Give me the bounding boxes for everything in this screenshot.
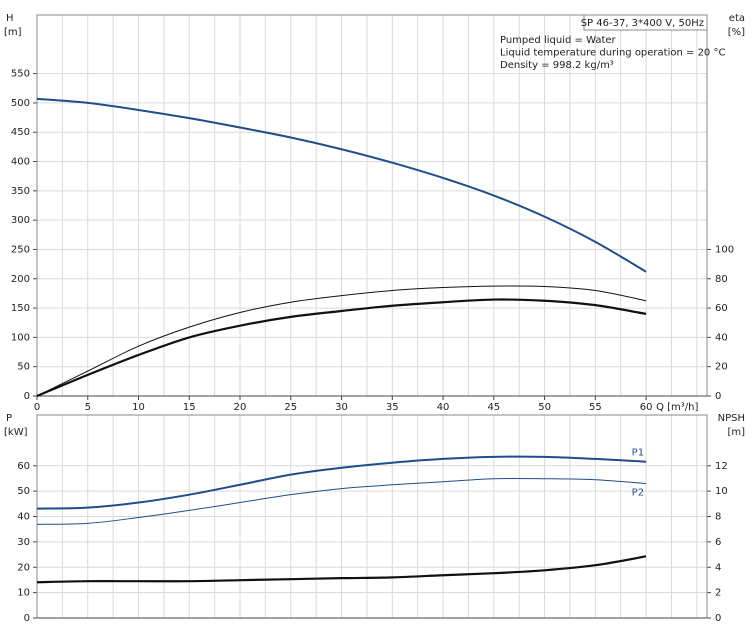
y-tick-label: 0 [24, 613, 30, 624]
y2-tick-label: 0 [715, 613, 721, 624]
series-label: P2 [632, 488, 644, 499]
y2-tick-label: 0 [715, 391, 721, 402]
x-tick-label: 20 [234, 402, 247, 413]
y2-tick-label: 20 [715, 362, 728, 373]
annotation: Pumped liquid = Water [500, 35, 617, 46]
y-tick-label: 30 [17, 537, 30, 548]
y-tick-label: 60 [17, 461, 30, 472]
chart-panel: 0 10 20 30 40 50 60 0 2 4 6 8 10 12 P [kW] NPSH [m] P1 P2 [4, 413, 745, 624]
curve [36, 455, 647, 510]
y2-axis-unit: [m] [727, 427, 745, 438]
y-tick-label: 250 [11, 244, 30, 255]
chart-panel: 0501001502002503003504004505005500204060… [4, 13, 745, 413]
annotation: Density = 998.2 kg/m³ [500, 60, 614, 71]
x-tick-label: 40 [437, 402, 450, 413]
x-tick-label: 5 [85, 402, 91, 413]
x-tick-label: 25 [284, 402, 297, 413]
curve [36, 555, 647, 584]
x-tick-label: 30 [335, 402, 348, 413]
y2-axis-label: eta [729, 13, 745, 24]
y2-axis-unit: [%] [728, 27, 745, 38]
y-tick-label: 200 [11, 274, 30, 285]
y2-tick-label: 40 [715, 332, 728, 343]
y2-tick-label: 100 [715, 244, 734, 255]
curve [36, 477, 647, 525]
y-axis-label: P [6, 413, 12, 424]
y-tick-label: 550 [11, 69, 30, 80]
y-axis-label: H [6, 13, 14, 24]
y-axis-unit: [kW] [4, 427, 28, 438]
y2-tick-label: 4 [715, 562, 721, 573]
plot-frame [36, 14, 708, 397]
y-tick-label: 300 [11, 215, 30, 226]
y2-tick-label: 12 [715, 461, 728, 472]
y2-axis-label: NPSH [718, 413, 745, 424]
y2-tick-label: 80 [715, 274, 728, 285]
y-tick-label: 150 [11, 303, 30, 314]
y-tick-label: 40 [17, 512, 30, 523]
x-tick-label: 10 [132, 402, 145, 413]
y-axis-unit: [m] [4, 27, 22, 38]
y-tick-label: 0 [24, 391, 30, 402]
y-tick-label: 50 [17, 362, 30, 373]
x-tick-label: 60 [640, 402, 653, 413]
y-tick-label: 20 [17, 562, 30, 573]
x-axis-label: Q [m³/h] [656, 402, 698, 413]
y-tick-label: 100 [11, 332, 30, 343]
info-box: SP 46-37, 3*400 V, 50Hz Pumped liquid = W… [500, 14, 725, 71]
x-tick-label: 50 [538, 402, 551, 413]
y-tick-label: 400 [11, 157, 30, 168]
annotation: Liquid temperature during operation = 20… [500, 48, 725, 59]
y-tick-label: 350 [11, 186, 30, 197]
y-tick-label: 500 [11, 98, 30, 109]
x-tick-label: 55 [589, 402, 602, 413]
x-tick-label: 15 [183, 402, 196, 413]
series-label: P1 [632, 448, 644, 459]
curve [36, 97, 647, 273]
y-tick-label: 50 [17, 486, 30, 497]
x-tick-label: 0 [34, 402, 40, 413]
y-tick-label: 10 [17, 588, 30, 599]
y2-tick-label: 60 [715, 303, 728, 314]
y-tick-label: 450 [11, 127, 30, 138]
title-box [583, 14, 708, 31]
x-tick-label: 45 [487, 402, 500, 413]
y2-tick-label: 8 [715, 512, 721, 523]
y2-tick-label: 6 [715, 537, 721, 548]
x-tick-label: 35 [386, 402, 399, 413]
y2-tick-label: 2 [715, 588, 721, 599]
chart-title: SP 46-37, 3*400 V, 50Hz [581, 18, 704, 29]
y2-tick-label: 10 [715, 486, 728, 497]
curve [36, 298, 647, 398]
curve [36, 285, 647, 397]
